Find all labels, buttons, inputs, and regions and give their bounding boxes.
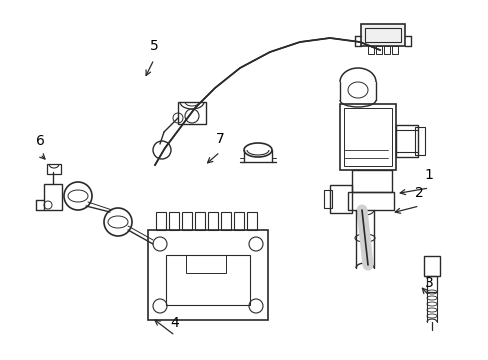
Bar — [375, 46, 381, 54]
Bar — [44, 184, 62, 210]
Bar — [148, 230, 267, 320]
Bar — [178, 102, 205, 124]
Bar — [414, 127, 424, 155]
Bar — [351, 170, 391, 192]
Bar — [423, 256, 439, 276]
Text: 2: 2 — [414, 186, 423, 200]
Text: 1: 1 — [424, 168, 433, 182]
Bar — [246, 212, 257, 230]
Bar — [324, 190, 331, 208]
Bar — [182, 212, 192, 230]
Bar — [47, 164, 61, 174]
Bar — [221, 212, 230, 230]
Bar — [185, 255, 225, 273]
Bar — [234, 212, 244, 230]
Text: 4: 4 — [170, 315, 179, 329]
Text: 6: 6 — [36, 134, 44, 148]
Bar — [169, 212, 179, 230]
Bar — [195, 212, 204, 230]
Bar — [395, 125, 417, 157]
Bar — [339, 104, 395, 170]
Text: 7: 7 — [215, 132, 224, 146]
Bar — [383, 46, 389, 54]
Text: 3: 3 — [424, 276, 433, 290]
Bar — [343, 108, 391, 166]
Bar — [165, 255, 249, 305]
Bar — [347, 192, 393, 210]
Bar — [329, 185, 351, 213]
Bar — [156, 212, 165, 230]
Bar — [364, 28, 400, 42]
Bar — [367, 46, 373, 54]
Bar — [426, 276, 436, 292]
Bar — [391, 46, 397, 54]
Text: 5: 5 — [149, 39, 158, 53]
Bar — [360, 24, 404, 46]
Bar — [207, 212, 218, 230]
